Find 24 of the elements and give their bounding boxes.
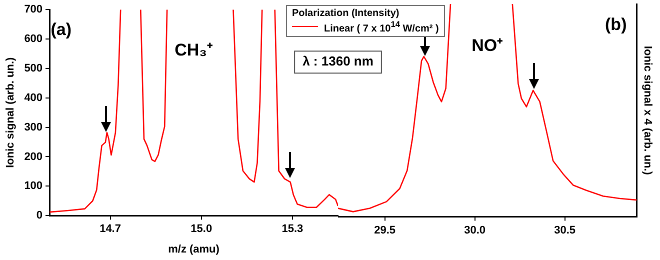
x-tick-label: 14.7: [100, 223, 121, 236]
x-axis-title: m/z (amu): [168, 243, 220, 256]
annotation: (b): [605, 14, 627, 34]
x-tick-label: 29.5: [374, 224, 396, 236]
annotation: CH₃⁺: [174, 40, 213, 60]
y-tick-label: 100: [24, 180, 43, 192]
y-tick-label: 700: [24, 4, 43, 16]
y2-axis-title: Ionic signal x 4 (arb. un.): [641, 46, 654, 176]
legend-label: Linear ( 7 x 10$^{14}$ W/cm² ): [324, 19, 439, 34]
annotation: (a): [50, 20, 72, 39]
y-tick-label: 500: [24, 62, 43, 74]
y-tick-label: 0: [36, 210, 43, 222]
annotation: NO⁺: [472, 36, 504, 56]
y-tick-label: 400: [24, 92, 43, 104]
y-tick-label: 300: [24, 121, 43, 134]
y-axis-title: Ionic signal (arb. un.): [4, 56, 17, 168]
x-tick-label: 30.5: [554, 224, 576, 236]
y-tick-label: 200: [24, 150, 43, 163]
x-tick-label: 15.0: [190, 223, 212, 236]
annotation: λ : 1360 nm: [302, 54, 374, 69]
x-tick-label: 30.0: [464, 224, 486, 236]
y-tick-label: 600: [24, 33, 43, 46]
legend-title: Polarization (Intensity): [292, 8, 400, 19]
x-tick-label: 15.3: [282, 223, 304, 236]
